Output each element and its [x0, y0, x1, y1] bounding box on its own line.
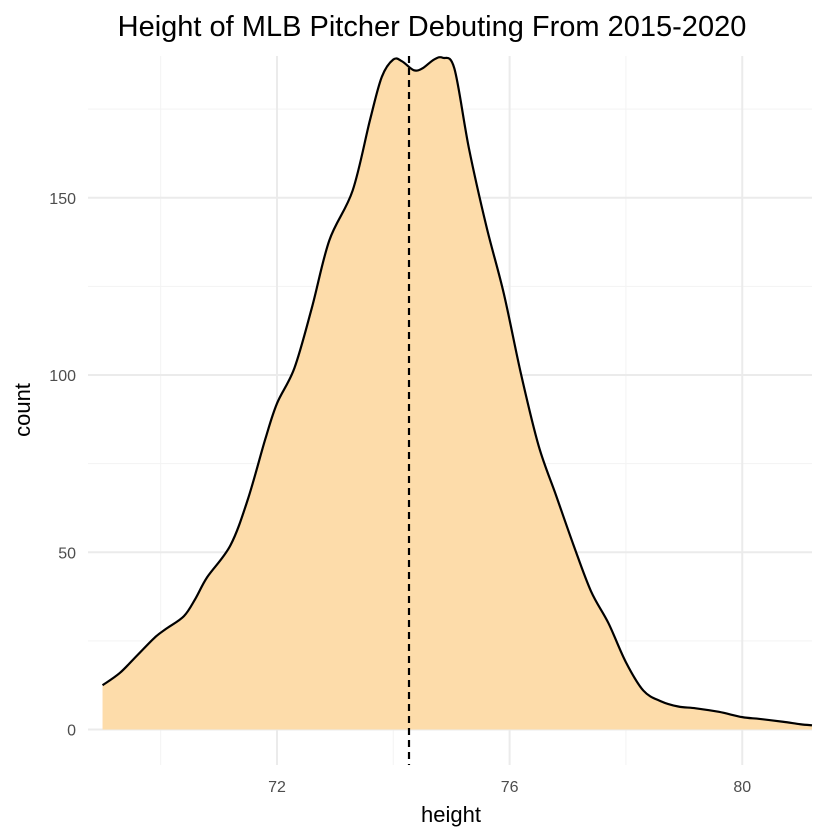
- density-curve-line: [101, 56, 813, 727]
- density-area-fill: [102, 57, 813, 730]
- y-tick-label: 100: [49, 368, 76, 385]
- x-tick-label: 80: [733, 779, 751, 796]
- x-axis-tick-labels: 72 76 80: [268, 779, 751, 796]
- x-tick-label: 72: [268, 779, 286, 796]
- y-axis-tick-labels: 0 50 100 150: [49, 191, 76, 740]
- y-tick-label: 0: [67, 723, 76, 740]
- y-tick-label: 150: [49, 191, 76, 208]
- y-axis-title: count: [10, 383, 35, 437]
- x-axis-title: height: [421, 802, 481, 827]
- y-tick-label: 50: [58, 545, 76, 562]
- chart-title: Height of MLB Pitcher Debuting From 2015…: [118, 11, 747, 43]
- x-tick-label: 76: [501, 779, 519, 796]
